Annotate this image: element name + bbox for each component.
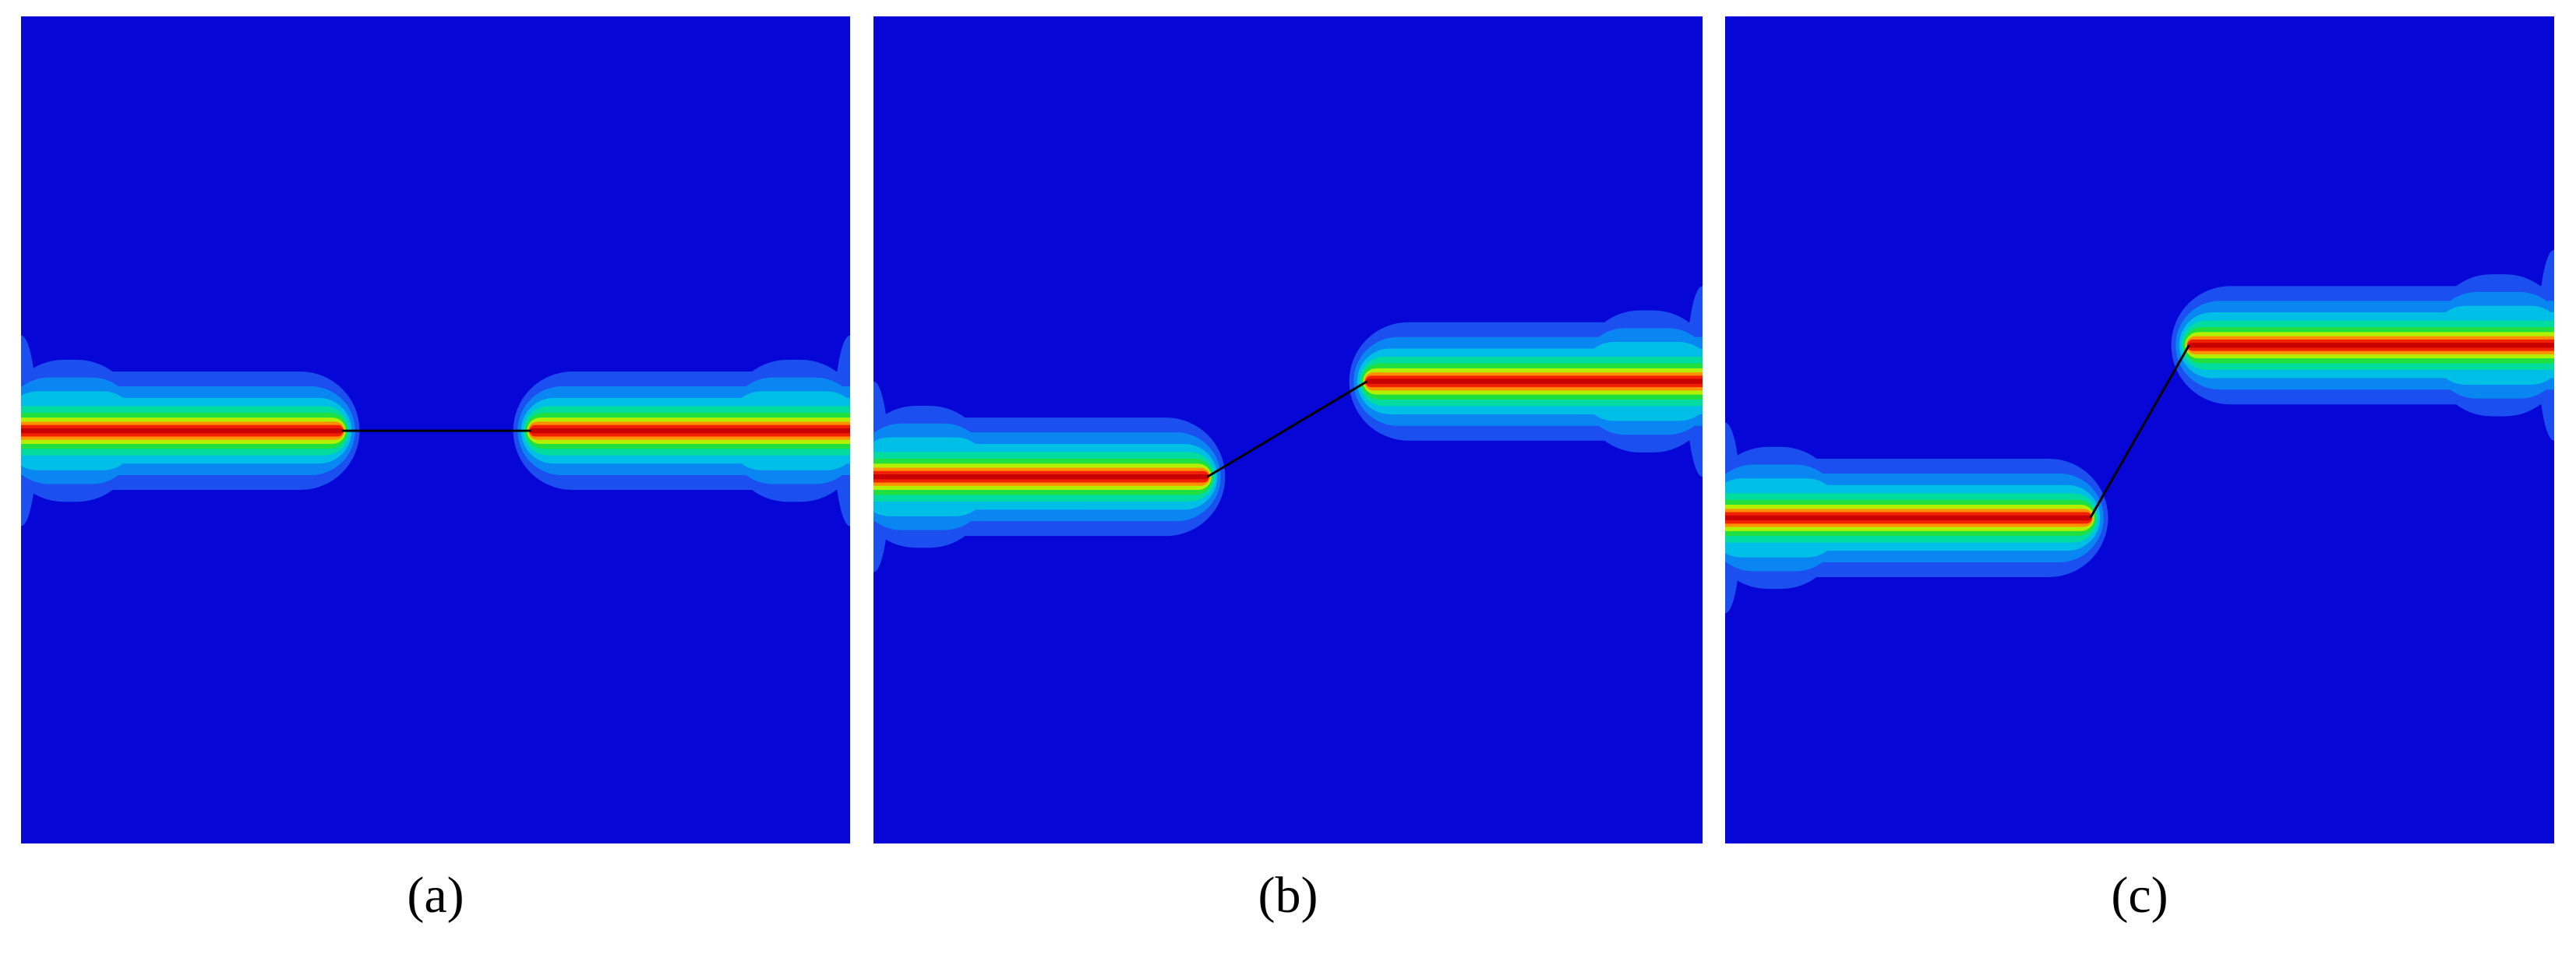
panel-label: (b) (1258, 867, 1318, 924)
contour-band (2188, 343, 2554, 348)
contour-band (21, 428, 343, 434)
crack-path (1206, 380, 1368, 478)
panel-label: (a) (407, 867, 464, 924)
crack-path (2089, 344, 2190, 519)
panel-c (1725, 16, 2554, 844)
panel-label: (c) (2111, 867, 2168, 924)
contour-band (873, 474, 1209, 480)
panel-a (21, 16, 850, 844)
contour-band (530, 428, 850, 434)
contour-band (1725, 515, 2091, 521)
panel-b (873, 16, 1703, 844)
contour-band (1366, 379, 1703, 384)
